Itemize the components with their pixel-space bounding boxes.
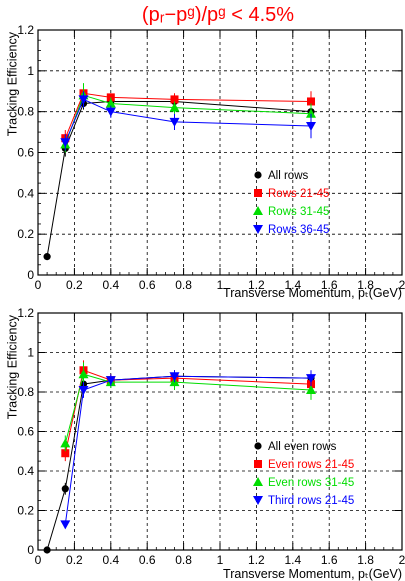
data-point bbox=[306, 385, 316, 395]
data-point bbox=[105, 107, 116, 117]
x-axis-title: Transverse Momentum, pₜ(GeV) bbox=[223, 567, 402, 581]
series-1 bbox=[61, 87, 315, 147]
data-point bbox=[170, 95, 179, 104]
data-point bbox=[105, 376, 116, 386]
y-tick-label: 0.8 bbox=[17, 385, 34, 399]
x-tick-label: 1.8 bbox=[357, 553, 374, 567]
series-line bbox=[64, 373, 312, 444]
data-point bbox=[61, 449, 70, 458]
data-point bbox=[78, 386, 89, 396]
legend-label: Even rows 21-45 bbox=[268, 459, 354, 471]
x-tick-label: 1 bbox=[217, 553, 224, 567]
series-line bbox=[46, 100, 312, 257]
y-tick-label: 0 bbox=[27, 268, 34, 282]
data-point bbox=[43, 546, 51, 554]
data-point bbox=[78, 95, 89, 105]
x-tick-label: 0.6 bbox=[139, 553, 156, 567]
data-point bbox=[169, 372, 180, 382]
legend-marker bbox=[253, 206, 263, 215]
x-tick-label: 1.2 bbox=[248, 553, 265, 567]
y-tick-label: 0.8 bbox=[17, 105, 34, 119]
x-axis-title: Transverse Momentum, pₜ(GeV) bbox=[223, 286, 402, 300]
chart-panel-bottom: 0 0.2 0.4 0.6 0.8 1 1.2 1.4 1.6 1.8 2 0 0.2 0.4 0.6 0.8… bbox=[5, 306, 405, 581]
legend-label: Rows 21-45 bbox=[268, 188, 329, 200]
data-point bbox=[306, 108, 316, 118]
data-point bbox=[60, 438, 71, 448]
x-tick-label: 0.2 bbox=[66, 553, 83, 567]
legend-label: Rows 31-45 bbox=[268, 206, 329, 218]
x-tick-label: 1.4 bbox=[284, 278, 301, 292]
legend-marker bbox=[253, 477, 263, 486]
series-3 bbox=[60, 91, 316, 151]
data-point bbox=[43, 253, 51, 261]
y-tick-label: 0.4 bbox=[17, 464, 34, 478]
data-point bbox=[306, 121, 316, 131]
x-tick-label: 1.6 bbox=[321, 278, 338, 292]
x-tick-label: 0.8 bbox=[175, 278, 192, 292]
legend-label: Third rows 21-45 bbox=[268, 495, 354, 507]
y-axis-title: Tracking Efficiency bbox=[5, 314, 19, 419]
legend-label: Rows 36-45 bbox=[268, 224, 329, 236]
y-tick-label: 0.2 bbox=[17, 227, 34, 241]
legend-label: All even rows bbox=[268, 441, 337, 453]
x-tick-label: 1.8 bbox=[357, 278, 374, 292]
x-tick-label: 2 bbox=[399, 553, 405, 567]
y-tick-label: 1.2 bbox=[17, 23, 34, 37]
legend-marker bbox=[254, 460, 262, 468]
series-line bbox=[64, 98, 312, 143]
y-tick-label: 0 bbox=[27, 543, 34, 557]
x-tick-label: 0 bbox=[35, 278, 42, 292]
legend: All even rows Even rows 21-45 Even rows 31… bbox=[253, 441, 354, 507]
x-tick-label: 1 bbox=[217, 278, 224, 292]
x-tick-label: 2 bbox=[399, 278, 405, 292]
x-tick-label: 0.4 bbox=[102, 553, 119, 567]
x-tick-label: 0.2 bbox=[66, 278, 83, 292]
legend-marker bbox=[253, 225, 263, 234]
data-point bbox=[169, 102, 180, 112]
legend-label: Even rows 31-45 bbox=[268, 477, 354, 489]
data-point bbox=[307, 97, 315, 106]
data-point bbox=[60, 520, 71, 530]
y-tick-label: 0.4 bbox=[17, 186, 34, 200]
y-axis-title: Tracking Efficiency bbox=[5, 31, 19, 136]
legend: All rows Rows 21-45 Rows 31-45 Rows 36-45 bbox=[253, 170, 329, 236]
data-point bbox=[306, 374, 316, 384]
legend-marker bbox=[254, 171, 262, 179]
x-tick-label: 0.6 bbox=[139, 278, 156, 292]
y-tick-label: 1.2 bbox=[17, 306, 34, 320]
x-tick-label: 0.4 bbox=[102, 278, 119, 292]
series-3 bbox=[60, 370, 316, 530]
legend-marker bbox=[254, 189, 262, 197]
y-tick-label: 0.2 bbox=[17, 504, 34, 518]
x-tick-label: 1.6 bbox=[321, 553, 338, 567]
legend-label: All rows bbox=[268, 170, 309, 182]
series-line bbox=[64, 92, 312, 139]
series-2 bbox=[60, 83, 316, 153]
x-tick-label: 1.4 bbox=[284, 553, 301, 567]
legend-marker bbox=[253, 496, 263, 505]
y-tick-label: 1 bbox=[27, 346, 34, 360]
data-point bbox=[61, 485, 69, 493]
figure-title: (pᵣ−pᵍ)/pᵍ < 4.5% bbox=[142, 4, 294, 26]
y-tick-label: 1 bbox=[27, 64, 34, 78]
y-tick-label: 0.6 bbox=[17, 146, 34, 160]
data-point bbox=[78, 369, 89, 379]
chart-panel-top: 0 0.2 0.4 0.6 0.8 1 1.2 1.4 1.6 1.8 2 0 0.2 0.4 0.6 0.8… bbox=[5, 23, 405, 300]
data-point bbox=[105, 98, 116, 108]
data-point bbox=[60, 138, 71, 148]
x-tick-label: 0.8 bbox=[175, 553, 192, 567]
x-tick-label: 0 bbox=[35, 553, 42, 567]
legend-marker bbox=[254, 442, 262, 450]
y-tick-label: 0.6 bbox=[17, 425, 34, 439]
x-tick-label: 1.2 bbox=[248, 278, 265, 292]
data-point bbox=[169, 117, 180, 127]
